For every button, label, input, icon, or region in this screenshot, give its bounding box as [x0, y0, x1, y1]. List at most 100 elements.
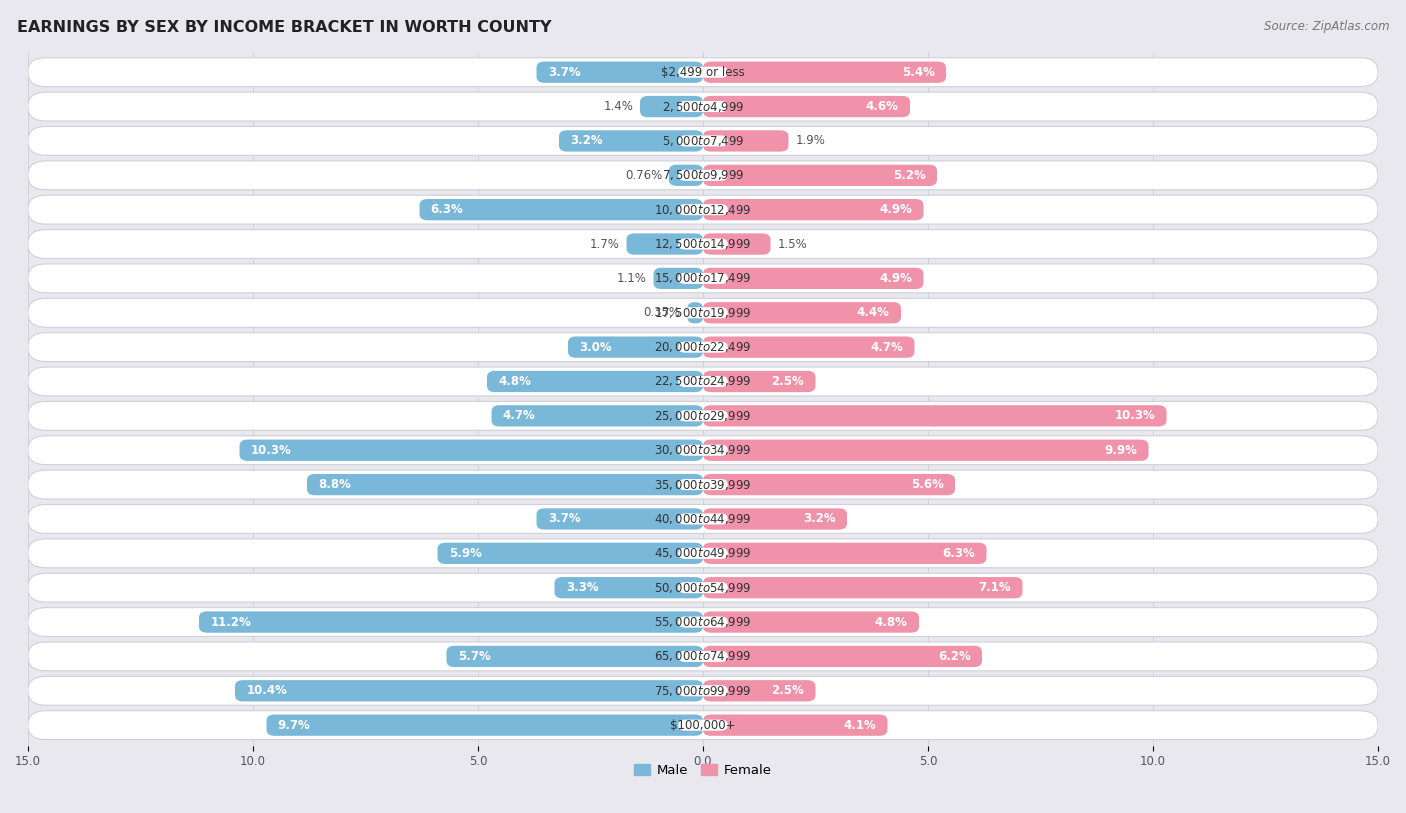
FancyBboxPatch shape: [654, 267, 703, 289]
Text: 1.9%: 1.9%: [796, 134, 825, 147]
Text: 11.2%: 11.2%: [211, 615, 252, 628]
Text: 4.9%: 4.9%: [879, 272, 912, 285]
FancyBboxPatch shape: [703, 646, 981, 667]
Text: 4.7%: 4.7%: [870, 341, 903, 354]
FancyBboxPatch shape: [28, 58, 1378, 87]
FancyBboxPatch shape: [200, 611, 703, 633]
Text: $35,000 to $39,999: $35,000 to $39,999: [654, 477, 752, 492]
FancyBboxPatch shape: [703, 62, 946, 83]
FancyBboxPatch shape: [703, 715, 887, 736]
Text: 5.2%: 5.2%: [893, 169, 925, 182]
Text: 5.9%: 5.9%: [449, 547, 482, 560]
FancyBboxPatch shape: [239, 440, 703, 461]
FancyBboxPatch shape: [703, 199, 924, 220]
Text: 8.8%: 8.8%: [318, 478, 352, 491]
FancyBboxPatch shape: [678, 548, 728, 559]
FancyBboxPatch shape: [486, 371, 703, 392]
FancyBboxPatch shape: [447, 646, 703, 667]
FancyBboxPatch shape: [537, 508, 703, 529]
Text: $75,000 to $99,999: $75,000 to $99,999: [654, 684, 752, 698]
FancyBboxPatch shape: [560, 130, 703, 151]
Text: 3.7%: 3.7%: [548, 512, 581, 525]
FancyBboxPatch shape: [267, 715, 703, 736]
FancyBboxPatch shape: [678, 273, 728, 284]
FancyBboxPatch shape: [703, 680, 815, 702]
FancyBboxPatch shape: [307, 474, 703, 495]
Text: 1.4%: 1.4%: [603, 100, 633, 113]
FancyBboxPatch shape: [703, 96, 910, 117]
Text: $25,000 to $29,999: $25,000 to $29,999: [654, 409, 752, 423]
FancyBboxPatch shape: [678, 479, 728, 490]
FancyBboxPatch shape: [28, 264, 1378, 293]
Text: 5.6%: 5.6%: [911, 478, 943, 491]
FancyBboxPatch shape: [678, 170, 728, 180]
Text: 10.3%: 10.3%: [1115, 410, 1156, 423]
Text: EARNINGS BY SEX BY INCOME BRACKET IN WORTH COUNTY: EARNINGS BY SEX BY INCOME BRACKET IN WOR…: [17, 20, 551, 35]
Text: 3.3%: 3.3%: [565, 581, 599, 594]
Text: 9.9%: 9.9%: [1104, 444, 1137, 457]
Text: $45,000 to $49,999: $45,000 to $49,999: [654, 546, 752, 560]
Text: 0.35%: 0.35%: [644, 307, 681, 320]
Text: $40,000 to $44,999: $40,000 to $44,999: [654, 512, 752, 526]
FancyBboxPatch shape: [28, 711, 1378, 740]
FancyBboxPatch shape: [703, 611, 920, 633]
Text: $100,000+: $100,000+: [671, 719, 735, 732]
Text: $50,000 to $54,999: $50,000 to $54,999: [654, 580, 752, 594]
FancyBboxPatch shape: [28, 298, 1378, 327]
Text: 5.7%: 5.7%: [458, 650, 491, 663]
FancyBboxPatch shape: [28, 333, 1378, 362]
FancyBboxPatch shape: [28, 607, 1378, 637]
FancyBboxPatch shape: [678, 101, 728, 112]
FancyBboxPatch shape: [28, 402, 1378, 430]
Text: 1.5%: 1.5%: [778, 237, 807, 250]
Text: 9.7%: 9.7%: [278, 719, 311, 732]
FancyBboxPatch shape: [678, 376, 728, 387]
Text: 4.7%: 4.7%: [503, 410, 536, 423]
FancyBboxPatch shape: [703, 302, 901, 324]
Text: 2.5%: 2.5%: [772, 375, 804, 388]
Text: 4.8%: 4.8%: [875, 615, 908, 628]
Text: 1.7%: 1.7%: [591, 237, 620, 250]
FancyBboxPatch shape: [678, 651, 728, 662]
FancyBboxPatch shape: [678, 445, 728, 456]
FancyBboxPatch shape: [678, 67, 728, 78]
FancyBboxPatch shape: [419, 199, 703, 220]
Text: 6.3%: 6.3%: [942, 547, 976, 560]
Text: 10.4%: 10.4%: [246, 685, 287, 698]
FancyBboxPatch shape: [28, 229, 1378, 259]
FancyBboxPatch shape: [703, 542, 987, 564]
Text: 4.8%: 4.8%: [498, 375, 531, 388]
FancyBboxPatch shape: [28, 573, 1378, 602]
Text: 0.76%: 0.76%: [624, 169, 662, 182]
Text: 10.3%: 10.3%: [250, 444, 291, 457]
Text: $65,000 to $74,999: $65,000 to $74,999: [654, 650, 752, 663]
Text: $10,000 to $12,499: $10,000 to $12,499: [654, 202, 752, 217]
FancyBboxPatch shape: [669, 165, 703, 186]
FancyBboxPatch shape: [678, 685, 728, 696]
Text: 4.4%: 4.4%: [856, 307, 890, 320]
Text: 7.1%: 7.1%: [979, 581, 1011, 594]
FancyBboxPatch shape: [28, 436, 1378, 465]
FancyBboxPatch shape: [678, 514, 728, 524]
Text: $7,500 to $9,999: $7,500 to $9,999: [662, 168, 744, 182]
FancyBboxPatch shape: [28, 161, 1378, 189]
FancyBboxPatch shape: [703, 508, 846, 529]
FancyBboxPatch shape: [703, 165, 936, 186]
Text: $5,000 to $7,499: $5,000 to $7,499: [662, 134, 744, 148]
Text: $2,499 or less: $2,499 or less: [661, 66, 745, 79]
Text: $15,000 to $17,499: $15,000 to $17,499: [654, 272, 752, 285]
FancyBboxPatch shape: [703, 577, 1022, 598]
Text: $12,500 to $14,999: $12,500 to $14,999: [654, 237, 752, 251]
FancyBboxPatch shape: [703, 267, 924, 289]
FancyBboxPatch shape: [28, 195, 1378, 224]
FancyBboxPatch shape: [492, 405, 703, 427]
Text: $22,500 to $24,999: $22,500 to $24,999: [654, 375, 752, 389]
FancyBboxPatch shape: [678, 411, 728, 421]
FancyBboxPatch shape: [28, 367, 1378, 396]
FancyBboxPatch shape: [703, 440, 1149, 461]
FancyBboxPatch shape: [28, 505, 1378, 533]
FancyBboxPatch shape: [28, 470, 1378, 499]
FancyBboxPatch shape: [627, 233, 703, 254]
FancyBboxPatch shape: [678, 616, 728, 628]
FancyBboxPatch shape: [537, 62, 703, 83]
